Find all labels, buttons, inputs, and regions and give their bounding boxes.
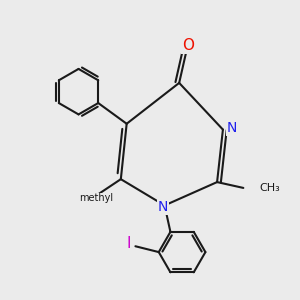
Text: O: O bbox=[182, 38, 194, 53]
Text: methyl: methyl bbox=[79, 193, 113, 203]
Text: I: I bbox=[127, 236, 131, 251]
Text: N: N bbox=[158, 200, 168, 214]
Text: N: N bbox=[226, 121, 237, 135]
Text: CH₃: CH₃ bbox=[260, 183, 280, 193]
